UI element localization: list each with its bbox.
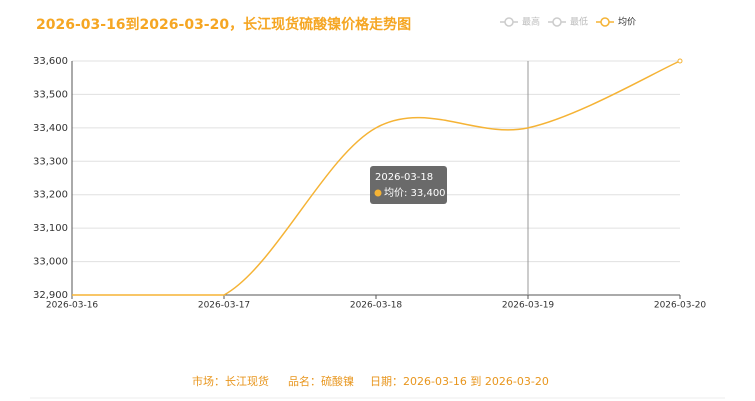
- x-tick-label: 2026-03-18: [350, 301, 403, 311]
- y-tick-label: 33,200: [33, 190, 68, 201]
- y-tick-label: 33,600: [33, 56, 68, 67]
- y-tick-label: 32,900: [33, 290, 68, 301]
- y-tick-label: 33,300: [33, 156, 68, 167]
- legend-label: 最低: [570, 16, 588, 28]
- footer-text: 日期：2026-03-16 到 2026-03-20: [370, 375, 549, 388]
- x-tick-label: 2026-03-16: [46, 301, 99, 311]
- line: [72, 60, 681, 296]
- y-tick-label: 33,100: [33, 223, 68, 234]
- y-tick-label: 33,400: [33, 123, 68, 134]
- legend-marker: [504, 17, 514, 27]
- legend-marker: [552, 17, 562, 27]
- x-tick-label: 2026-03-17: [198, 301, 250, 311]
- tooltip-text: 均价: 33,400: [384, 187, 446, 199]
- footer-text: 市场：长江现货: [192, 374, 269, 388]
- tooltip-title: 2026-03-18: [375, 172, 433, 183]
- legend-label: 最高: [522, 16, 540, 28]
- x-tick-label: 2026-03-20: [654, 301, 707, 311]
- tooltip: [370, 166, 447, 204]
- legend-label: 均价: [618, 16, 636, 28]
- tooltip-dot: [374, 189, 382, 197]
- point: [677, 58, 683, 64]
- footer-text: 品名：硫酸镍: [288, 374, 354, 388]
- chart-title: 2026-03-16到2026-03-20，长江现货硫酸镍价格走势图: [36, 16, 411, 33]
- legend-marker: [600, 17, 610, 27]
- x-tick-label: 2026-03-19: [502, 301, 555, 311]
- y-tick-label: 33,500: [33, 89, 68, 100]
- y-tick-label: 33,000: [33, 257, 68, 268]
